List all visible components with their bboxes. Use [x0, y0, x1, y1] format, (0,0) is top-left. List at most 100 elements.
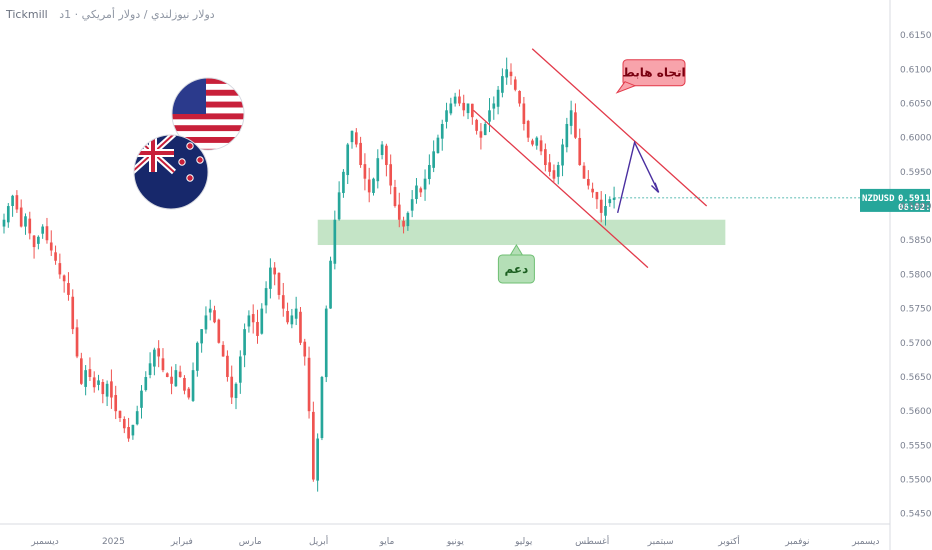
candle-body [11, 195, 14, 206]
candle-body [604, 206, 607, 216]
candle [49, 230, 53, 256]
candle-body [101, 382, 105, 395]
candle-body [144, 376, 148, 391]
candle [204, 306, 208, 334]
candle-body [221, 344, 225, 357]
candle [135, 405, 139, 426]
candle-body [24, 216, 27, 227]
candle [62, 274, 66, 293]
candle-body [389, 164, 393, 186]
candle-body [458, 96, 461, 104]
candle [110, 369, 113, 409]
candle [324, 305, 328, 383]
candle-body [110, 381, 113, 398]
candle [556, 161, 560, 185]
candle [217, 318, 221, 344]
candle [213, 305, 216, 324]
candle-body [196, 342, 199, 371]
candle-body [462, 102, 466, 111]
candle-body [346, 144, 350, 176]
candle-body [247, 315, 251, 327]
candle-body [226, 355, 229, 377]
candle-body [131, 424, 135, 436]
candle-body [612, 197, 616, 200]
candle [170, 366, 173, 395]
candle [548, 154, 551, 177]
candle-body [135, 411, 139, 425]
projection-arrow [616, 140, 660, 214]
candle-body [440, 123, 444, 139]
candle [402, 216, 405, 234]
candle-body [204, 315, 208, 330]
candle [385, 143, 388, 177]
candle [544, 143, 547, 172]
last-price-tag [860, 188, 930, 212]
candle-body [432, 151, 435, 168]
candle-body [312, 411, 315, 480]
us-flag-rim [171, 77, 245, 151]
candle-body [256, 321, 259, 336]
candle-body [234, 383, 238, 399]
candle-body [75, 327, 79, 357]
candle [453, 92, 457, 107]
candle [299, 306, 302, 346]
candle [440, 119, 444, 151]
candle [273, 262, 277, 286]
candle-body [294, 308, 298, 319]
candle-body [324, 308, 328, 378]
candle [389, 154, 393, 195]
candle [342, 169, 345, 198]
candle-body [217, 319, 221, 343]
candle [333, 210, 337, 270]
countdown-label: 06:02:01 [898, 203, 932, 213]
candle [11, 194, 14, 217]
nz-star [196, 156, 204, 164]
candle-body [367, 179, 371, 193]
candle [161, 348, 165, 373]
candle-body [140, 390, 143, 408]
candle-body [200, 329, 203, 344]
us-stripe [172, 113, 244, 120]
candle [458, 89, 461, 107]
x-tick-label: أبريل [309, 535, 328, 547]
x-tick-label: نوفمبر [784, 537, 809, 547]
candle [436, 134, 440, 154]
candle [174, 364, 178, 387]
candle [578, 128, 582, 166]
candle [501, 68, 504, 98]
trend-label-box [622, 59, 686, 87]
us-stripe [172, 148, 244, 150]
candle [290, 308, 294, 329]
last-price-label: 0.59119 [898, 194, 932, 204]
candle-body [342, 171, 345, 194]
candle-body [578, 137, 582, 166]
candle-body [501, 76, 504, 93]
candle-body [170, 376, 173, 384]
candle-body [6, 206, 10, 223]
candle [191, 362, 195, 402]
candle-body [269, 267, 272, 289]
candle-body [333, 219, 337, 264]
candle-body [157, 348, 161, 357]
candle [423, 169, 427, 201]
candle-body [393, 187, 397, 207]
candle-body [299, 311, 302, 343]
candle [363, 153, 367, 191]
candle-body [174, 370, 178, 387]
candle [269, 258, 272, 299]
candle [286, 302, 289, 325]
candle-body [80, 358, 83, 384]
candle [277, 272, 281, 300]
candle-body [496, 89, 500, 107]
candle [2, 213, 6, 234]
candle [393, 179, 397, 208]
x-tick-label: يونيو [446, 537, 465, 547]
